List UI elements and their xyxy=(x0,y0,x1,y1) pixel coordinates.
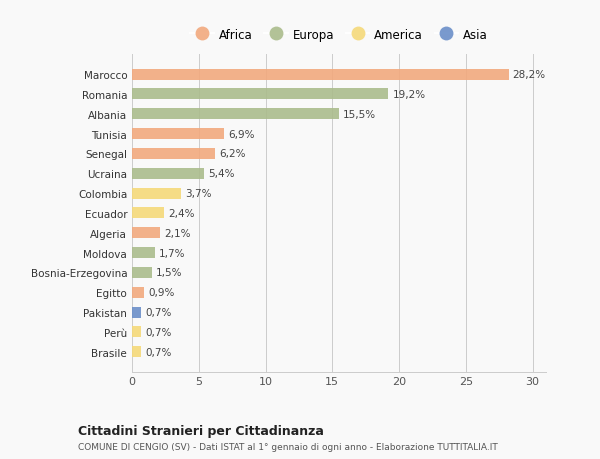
Bar xyxy=(132,208,164,219)
Text: 19,2%: 19,2% xyxy=(392,90,425,100)
Bar xyxy=(132,168,204,179)
Text: 5,4%: 5,4% xyxy=(208,169,235,179)
Text: 0,9%: 0,9% xyxy=(148,288,175,297)
Bar xyxy=(132,69,509,80)
Legend: Africa, Europa, America, Asia: Africa, Europa, America, Asia xyxy=(188,26,490,44)
Text: COMUNE DI CENGIO (SV) - Dati ISTAT al 1° gennaio di ogni anno - Elaborazione TUT: COMUNE DI CENGIO (SV) - Dati ISTAT al 1°… xyxy=(78,442,498,451)
Text: 0,7%: 0,7% xyxy=(145,347,172,357)
Text: 15,5%: 15,5% xyxy=(343,110,376,119)
Text: 28,2%: 28,2% xyxy=(512,70,546,80)
Bar xyxy=(132,347,142,358)
Text: Cittadini Stranieri per Cittadinanza: Cittadini Stranieri per Cittadinanza xyxy=(78,425,324,437)
Bar xyxy=(132,89,388,100)
Text: 1,5%: 1,5% xyxy=(156,268,182,278)
Text: 0,7%: 0,7% xyxy=(145,327,172,337)
Bar xyxy=(132,287,144,298)
Bar xyxy=(132,188,181,199)
Bar xyxy=(132,307,142,318)
Bar xyxy=(132,267,152,278)
Text: 2,1%: 2,1% xyxy=(164,228,191,238)
Bar xyxy=(132,247,155,258)
Text: 6,9%: 6,9% xyxy=(228,129,254,139)
Text: 0,7%: 0,7% xyxy=(145,308,172,317)
Text: 2,4%: 2,4% xyxy=(168,208,194,218)
Bar xyxy=(132,129,224,140)
Bar xyxy=(132,109,339,120)
Bar xyxy=(132,327,142,338)
Bar xyxy=(132,149,215,160)
Text: 3,7%: 3,7% xyxy=(185,189,212,199)
Text: 6,2%: 6,2% xyxy=(219,149,245,159)
Text: 1,7%: 1,7% xyxy=(159,248,185,258)
Bar xyxy=(132,228,160,239)
